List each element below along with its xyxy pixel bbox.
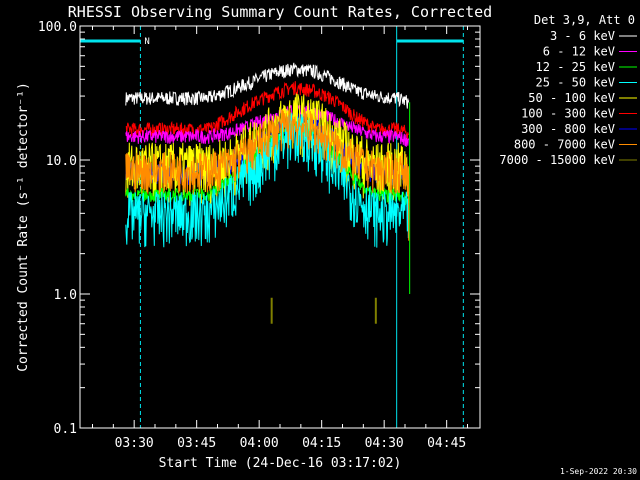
- legend-entry-label: 100 - 300 keV: [521, 107, 615, 121]
- series-group: N: [80, 26, 464, 428]
- legend-title: Det 3,9, Att 0: [534, 13, 635, 27]
- y-axis-label: Corrected Count Rate (s⁻¹ detector⁻¹): [16, 82, 31, 372]
- x-axis-label: Start Time (24-Dec-16 03:17:02): [159, 456, 402, 471]
- x-tick-label: 04:30: [365, 436, 404, 451]
- legend-entry-label: 50 - 100 keV: [528, 91, 615, 105]
- x-tick-label: 03:30: [115, 436, 154, 451]
- axes: 03:30 03:45 04:00 04:15 04:30 04:45 0.1 1.0 10.0…: [16, 20, 481, 451]
- x-tick-label: 03:45: [177, 436, 216, 451]
- series-line: [125, 107, 410, 195]
- legend-entry-label: 12 - 25 keV: [536, 60, 615, 74]
- legend-entry-label: 25 - 50 keV: [536, 76, 615, 90]
- x-tick-label: 04:00: [240, 436, 279, 451]
- legend-entry-label: 300 - 800 keV: [521, 122, 615, 136]
- x-tick-label: 04:15: [302, 436, 341, 451]
- y-tick-label: 1.0: [54, 288, 77, 303]
- series-line: [125, 81, 410, 140]
- footer-date: 1-Sep-2022 20:30: [560, 467, 637, 476]
- legend-entry-label: 3 - 6 keV: [550, 29, 615, 43]
- plot-area: N: [80, 26, 464, 428]
- y-tick-label: 0.1: [54, 422, 77, 437]
- y-tick-label: 10.0: [46, 154, 77, 169]
- series-line: [125, 62, 410, 109]
- legend-entry-label: 6 - 12 keV: [543, 45, 615, 59]
- legend-entry-label: 7000 - 15000 keV: [499, 153, 615, 167]
- legend-entry-label: 800 - 7000 keV: [514, 138, 615, 152]
- y-tick-label: 100.0: [38, 20, 77, 35]
- x-tick-label: 04:45: [427, 436, 466, 451]
- chart-title: RHESSI Observing Summary Count Rates, Co…: [68, 3, 492, 21]
- series-line: [125, 102, 410, 147]
- attenuator-label: N: [144, 37, 149, 47]
